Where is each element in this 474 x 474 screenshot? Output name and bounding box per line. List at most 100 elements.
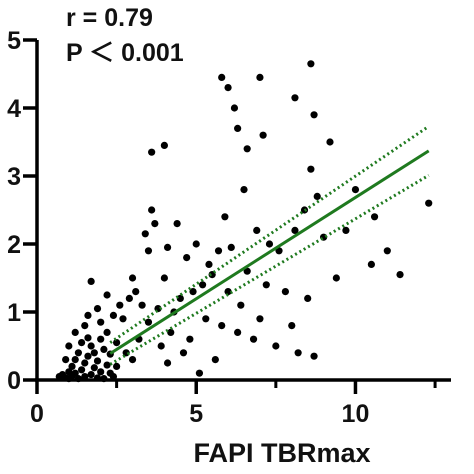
- data-point: [97, 318, 105, 326]
- data-point: [116, 301, 124, 309]
- data-point: [81, 322, 89, 330]
- data-point: [396, 271, 404, 279]
- data-point: [218, 322, 226, 330]
- data-point: [272, 342, 280, 350]
- p-annotation: P ＜ 0.001: [66, 39, 184, 67]
- data-point: [383, 247, 391, 255]
- data-point: [144, 318, 153, 326]
- x-tick-label: 5: [189, 400, 203, 428]
- data-point: [211, 356, 219, 364]
- data-point: [160, 141, 168, 149]
- data-point: [240, 186, 248, 194]
- y-tick-label: 2: [7, 231, 21, 259]
- data-point: [84, 352, 92, 360]
- data-point: [113, 362, 121, 370]
- data-point: [109, 311, 118, 319]
- data-point: [109, 373, 118, 381]
- data-point: [291, 226, 299, 234]
- y-tick-label: 4: [7, 95, 21, 123]
- data-point: [93, 374, 102, 382]
- fit-line: [109, 149, 430, 355]
- data-point: [237, 301, 245, 309]
- data-point: [87, 277, 95, 285]
- data-point: [256, 73, 264, 81]
- data-point: [97, 368, 105, 376]
- data-point: [234, 328, 242, 336]
- data-point: [90, 349, 98, 357]
- data-point: [214, 247, 223, 255]
- data-point: [294, 349, 302, 357]
- data-point: [243, 267, 251, 275]
- data-point: [157, 342, 165, 350]
- data-point: [74, 375, 82, 383]
- data-point: [93, 357, 102, 365]
- data-point: [199, 281, 207, 289]
- data-point: [138, 301, 146, 309]
- data-point: [62, 356, 70, 364]
- data-point: [234, 124, 242, 132]
- data-point: [259, 131, 267, 139]
- x-tick-label: 10: [342, 400, 370, 428]
- data-point: [100, 375, 108, 383]
- data-point: [103, 328, 111, 336]
- data-point: [205, 260, 213, 268]
- data-point: [128, 356, 137, 364]
- scatter-points: [55, 60, 433, 383]
- data-point: [81, 359, 89, 367]
- data-point: [65, 342, 73, 350]
- data-point: [189, 288, 197, 296]
- data-point: [221, 213, 229, 221]
- data-point: [97, 335, 105, 343]
- data-point: [351, 186, 360, 194]
- data-point: [68, 362, 76, 370]
- data-point: [195, 369, 204, 377]
- data-point: [87, 370, 95, 379]
- data-point: [288, 322, 296, 330]
- data-point: [128, 274, 137, 282]
- data-point: [84, 311, 92, 319]
- data-point: [425, 199, 433, 207]
- y-tick-label: 1: [7, 299, 21, 327]
- ci-upper-line: [109, 125, 430, 344]
- y-tick-label: 3: [7, 163, 21, 191]
- data-point: [167, 328, 175, 336]
- data-point: [173, 220, 181, 228]
- data-point: [202, 315, 210, 323]
- y-axis: 0 1 2 3 4 5: [7, 27, 39, 395]
- data-point: [77, 339, 86, 347]
- data-point: [144, 247, 153, 255]
- data-point: [103, 361, 111, 369]
- data-point: [256, 315, 264, 323]
- data-point: [71, 356, 79, 364]
- data-point: [313, 192, 321, 200]
- data-point: [148, 148, 156, 156]
- data-point: [71, 328, 79, 336]
- data-point: [224, 288, 232, 296]
- data-point: [74, 349, 82, 357]
- data-point: [262, 281, 270, 289]
- data-point: [132, 288, 140, 296]
- data-point: [367, 260, 375, 268]
- data-point: [163, 243, 172, 251]
- x-tick-label: 0: [30, 400, 44, 428]
- ci-lower-line: [109, 174, 430, 366]
- data-point: [77, 366, 86, 374]
- data-point: [103, 291, 111, 299]
- regression-lines: [109, 125, 430, 366]
- data-point: [281, 288, 289, 296]
- data-point: [179, 349, 188, 357]
- data-point: [370, 213, 379, 221]
- r-annotation: r = 0.79: [66, 4, 153, 32]
- data-point: [151, 220, 159, 228]
- data-point: [113, 339, 121, 347]
- data-point: [160, 274, 168, 282]
- data-point: [332, 274, 340, 282]
- x-axis-label: FAPI TBRmax: [193, 438, 370, 468]
- data-point: [84, 334, 92, 342]
- data-point: [71, 369, 79, 377]
- data-point: [227, 243, 235, 251]
- data-point: [249, 335, 258, 343]
- data-point: [307, 165, 315, 173]
- data-point: [310, 111, 318, 119]
